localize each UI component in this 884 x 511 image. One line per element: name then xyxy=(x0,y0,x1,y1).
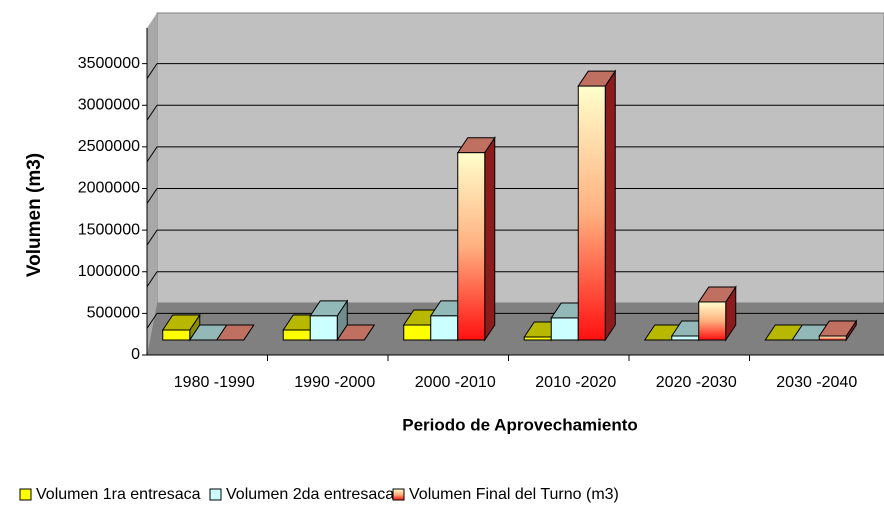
legend-item: Volumen Final del Turno (m3) xyxy=(392,486,619,503)
bar-front xyxy=(698,301,727,341)
x-tick-label: 2030 -2040 xyxy=(776,374,857,391)
bar-front xyxy=(550,317,579,341)
bar-front xyxy=(457,152,486,341)
grid-line xyxy=(146,63,158,79)
y-axis-title: Volumen (m3) xyxy=(24,153,45,277)
back-wall xyxy=(156,12,884,304)
bar xyxy=(697,285,737,342)
grid-line xyxy=(146,104,158,121)
bar-front xyxy=(671,335,700,341)
bar-front xyxy=(430,315,459,341)
bar-side xyxy=(484,136,496,342)
y-tick-label: 2500000 xyxy=(78,138,140,155)
bar-side xyxy=(604,69,616,342)
grid-line xyxy=(146,313,158,329)
x-axis-title: Periodo de Aprovechamiento xyxy=(402,415,638,434)
y-tick-label: 0 xyxy=(131,346,140,363)
bar xyxy=(577,69,617,342)
x-tick-label: 1980 -1990 xyxy=(174,374,255,391)
bar-front xyxy=(818,335,847,341)
legend-swatch xyxy=(392,488,405,501)
bar-front xyxy=(282,329,311,341)
grid-line xyxy=(146,229,158,246)
legend-label: Volumen 2da entresaca xyxy=(226,486,394,503)
x-tick-label: 2020 -2030 xyxy=(656,374,737,391)
bar-front xyxy=(309,315,338,341)
bar xyxy=(215,324,255,341)
bar-front xyxy=(162,329,191,341)
legend-item: Volumen 2da entresaca xyxy=(209,486,394,503)
bar-front xyxy=(577,85,606,341)
legend-label: Volumen 1ra entresaca xyxy=(36,486,201,503)
x-tick-label: 2000 -2010 xyxy=(415,374,496,391)
legend-label: Volumen Final del Turno (m3) xyxy=(409,486,619,503)
grid-line xyxy=(146,188,158,204)
y-tick-label: 1500000 xyxy=(78,221,140,238)
bar xyxy=(818,319,858,342)
bar xyxy=(161,313,201,342)
bar-front xyxy=(403,324,432,341)
grid-line xyxy=(146,271,158,288)
side-wall xyxy=(147,13,157,355)
bar-top xyxy=(336,324,376,341)
bar-front xyxy=(523,336,552,341)
bar xyxy=(336,324,376,341)
y-tick-label: 3500000 xyxy=(78,55,140,72)
legend-swatch xyxy=(19,488,32,501)
y-tick-label: 2000000 xyxy=(78,180,140,197)
y-tick-label: 1000000 xyxy=(78,263,140,280)
y-tick-label: 500000 xyxy=(87,305,140,322)
bar xyxy=(456,136,496,342)
y-tick-label: 3000000 xyxy=(78,96,140,113)
x-tick-label: 2010 -2020 xyxy=(535,374,616,391)
bar-top xyxy=(215,324,255,341)
legend-item: Volumen 1ra entresaca xyxy=(19,486,201,503)
legend-swatch xyxy=(209,488,222,501)
grid-line xyxy=(146,146,158,163)
bar xyxy=(309,299,349,342)
x-tick-label: 1990 -2000 xyxy=(294,374,375,391)
